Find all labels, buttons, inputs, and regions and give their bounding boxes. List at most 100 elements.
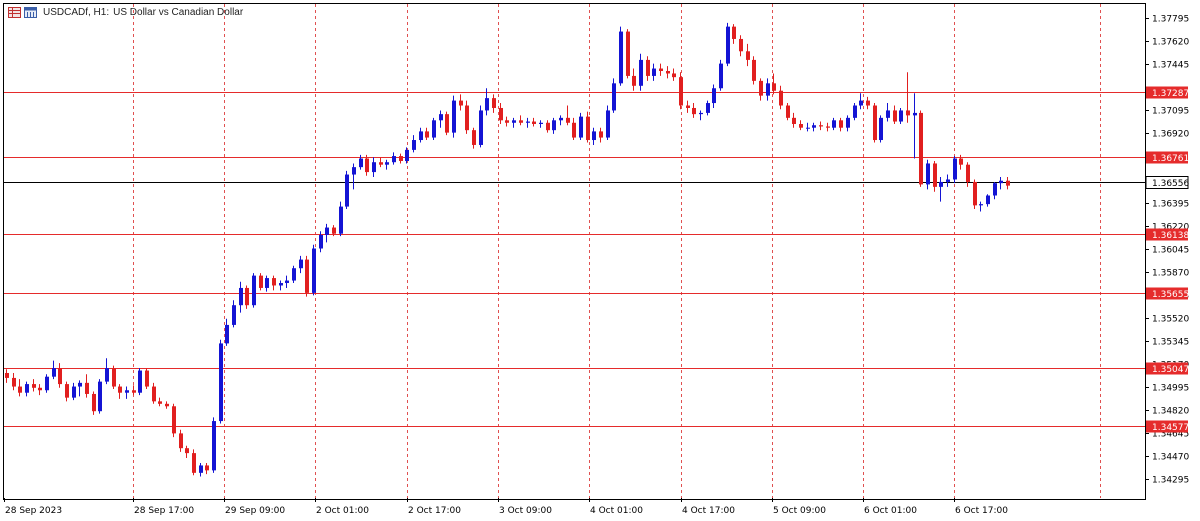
candle — [913, 93, 917, 159]
candle-body — [619, 31, 623, 84]
candle-body — [712, 88, 716, 104]
candle-body — [432, 120, 436, 138]
candle-body — [459, 100, 463, 106]
candle-body — [906, 110, 910, 116]
candle — [939, 177, 943, 202]
candle-body — [726, 26, 730, 64]
candle-body — [566, 117, 570, 123]
candle-body — [305, 259, 309, 293]
candle — [179, 429, 183, 452]
candle-body — [686, 105, 690, 108]
candle — [219, 339, 223, 424]
candle-body — [98, 381, 102, 412]
candle-body — [385, 162, 389, 165]
candle-body — [959, 158, 963, 165]
candle — [886, 103, 890, 122]
candle-body — [539, 122, 543, 125]
candle-body — [893, 110, 897, 122]
level-price-label: 1.35655 — [1152, 290, 1189, 300]
candle — [352, 163, 356, 190]
calendar-icon[interactable] — [24, 6, 37, 18]
time-tick-label: 5 Oct 09:00 — [773, 506, 826, 516]
candle — [199, 462, 203, 477]
candle — [405, 147, 409, 164]
candle-body — [52, 368, 56, 377]
level-price-label: 1.36138 — [1152, 231, 1189, 241]
candle-body — [986, 195, 990, 205]
candle — [419, 127, 423, 143]
candle — [379, 157, 383, 168]
candle-body — [546, 122, 550, 131]
candle — [85, 374, 89, 398]
candle-body — [379, 162, 383, 165]
candle — [946, 174, 950, 187]
candle — [245, 285, 249, 309]
candle — [98, 379, 102, 414]
candle — [666, 66, 670, 79]
candle — [385, 159, 389, 170]
candle-body — [445, 114, 449, 133]
candle-body — [646, 59, 650, 76]
candle-body — [179, 433, 183, 449]
candle — [38, 384, 42, 396]
candle — [772, 73, 776, 95]
time-axis: 28 Sep 2023 28 Sep 17:00 29 Sep 09:00 2 Oct… — [4, 498, 1008, 516]
candle-body — [779, 90, 783, 106]
candle-body — [699, 112, 703, 115]
candle-body — [639, 59, 643, 86]
candle-body — [666, 71, 670, 74]
time-tick-label: 4 Oct 17:00 — [682, 506, 735, 516]
candle-body — [399, 156, 403, 161]
candle-body — [786, 105, 790, 118]
candle-body — [372, 162, 376, 173]
candle — [359, 154, 363, 170]
candle — [853, 103, 857, 121]
candle-body — [632, 75, 636, 86]
candle — [646, 56, 650, 81]
candle-body — [659, 68, 663, 72]
candle — [819, 121, 823, 131]
candle — [692, 103, 696, 118]
candle — [746, 43, 750, 67]
candle-body — [165, 403, 169, 407]
candle-body — [946, 179, 950, 182]
candle-body — [299, 259, 303, 269]
candle — [72, 382, 76, 401]
candle-body — [279, 283, 283, 286]
price-tick-label: 1.35870 — [1152, 269, 1189, 279]
candle — [158, 397, 162, 407]
price-tick-label: 1.36220 — [1152, 223, 1189, 233]
candle-body — [78, 382, 82, 387]
candle-body — [966, 164, 970, 182]
candle — [906, 72, 910, 123]
candle — [586, 111, 590, 143]
table-icon[interactable] — [8, 6, 21, 18]
candle-body — [612, 83, 616, 111]
candle-body — [345, 174, 349, 207]
candle — [532, 117, 536, 127]
candle — [866, 96, 870, 110]
candle — [399, 153, 403, 164]
candle-body — [392, 156, 396, 163]
candle-body — [1006, 180, 1010, 186]
candle — [32, 379, 36, 392]
candle — [45, 374, 49, 393]
candle — [279, 280, 283, 291]
candle-body — [599, 131, 603, 138]
candle — [265, 275, 269, 292]
price-tick-label: 1.35345 — [1152, 338, 1189, 348]
candle — [679, 72, 683, 110]
candle-body — [158, 401, 162, 404]
price-tick-label: 1.34995 — [1152, 384, 1189, 394]
candle-body — [873, 105, 877, 141]
candle — [305, 255, 309, 297]
candle — [759, 78, 763, 101]
candle-body — [412, 140, 416, 150]
candle — [172, 403, 176, 438]
candle-body — [85, 382, 89, 394]
candle — [145, 368, 149, 390]
price-tick-label: 1.36920 — [1152, 130, 1189, 140]
candle-body — [18, 386, 22, 393]
